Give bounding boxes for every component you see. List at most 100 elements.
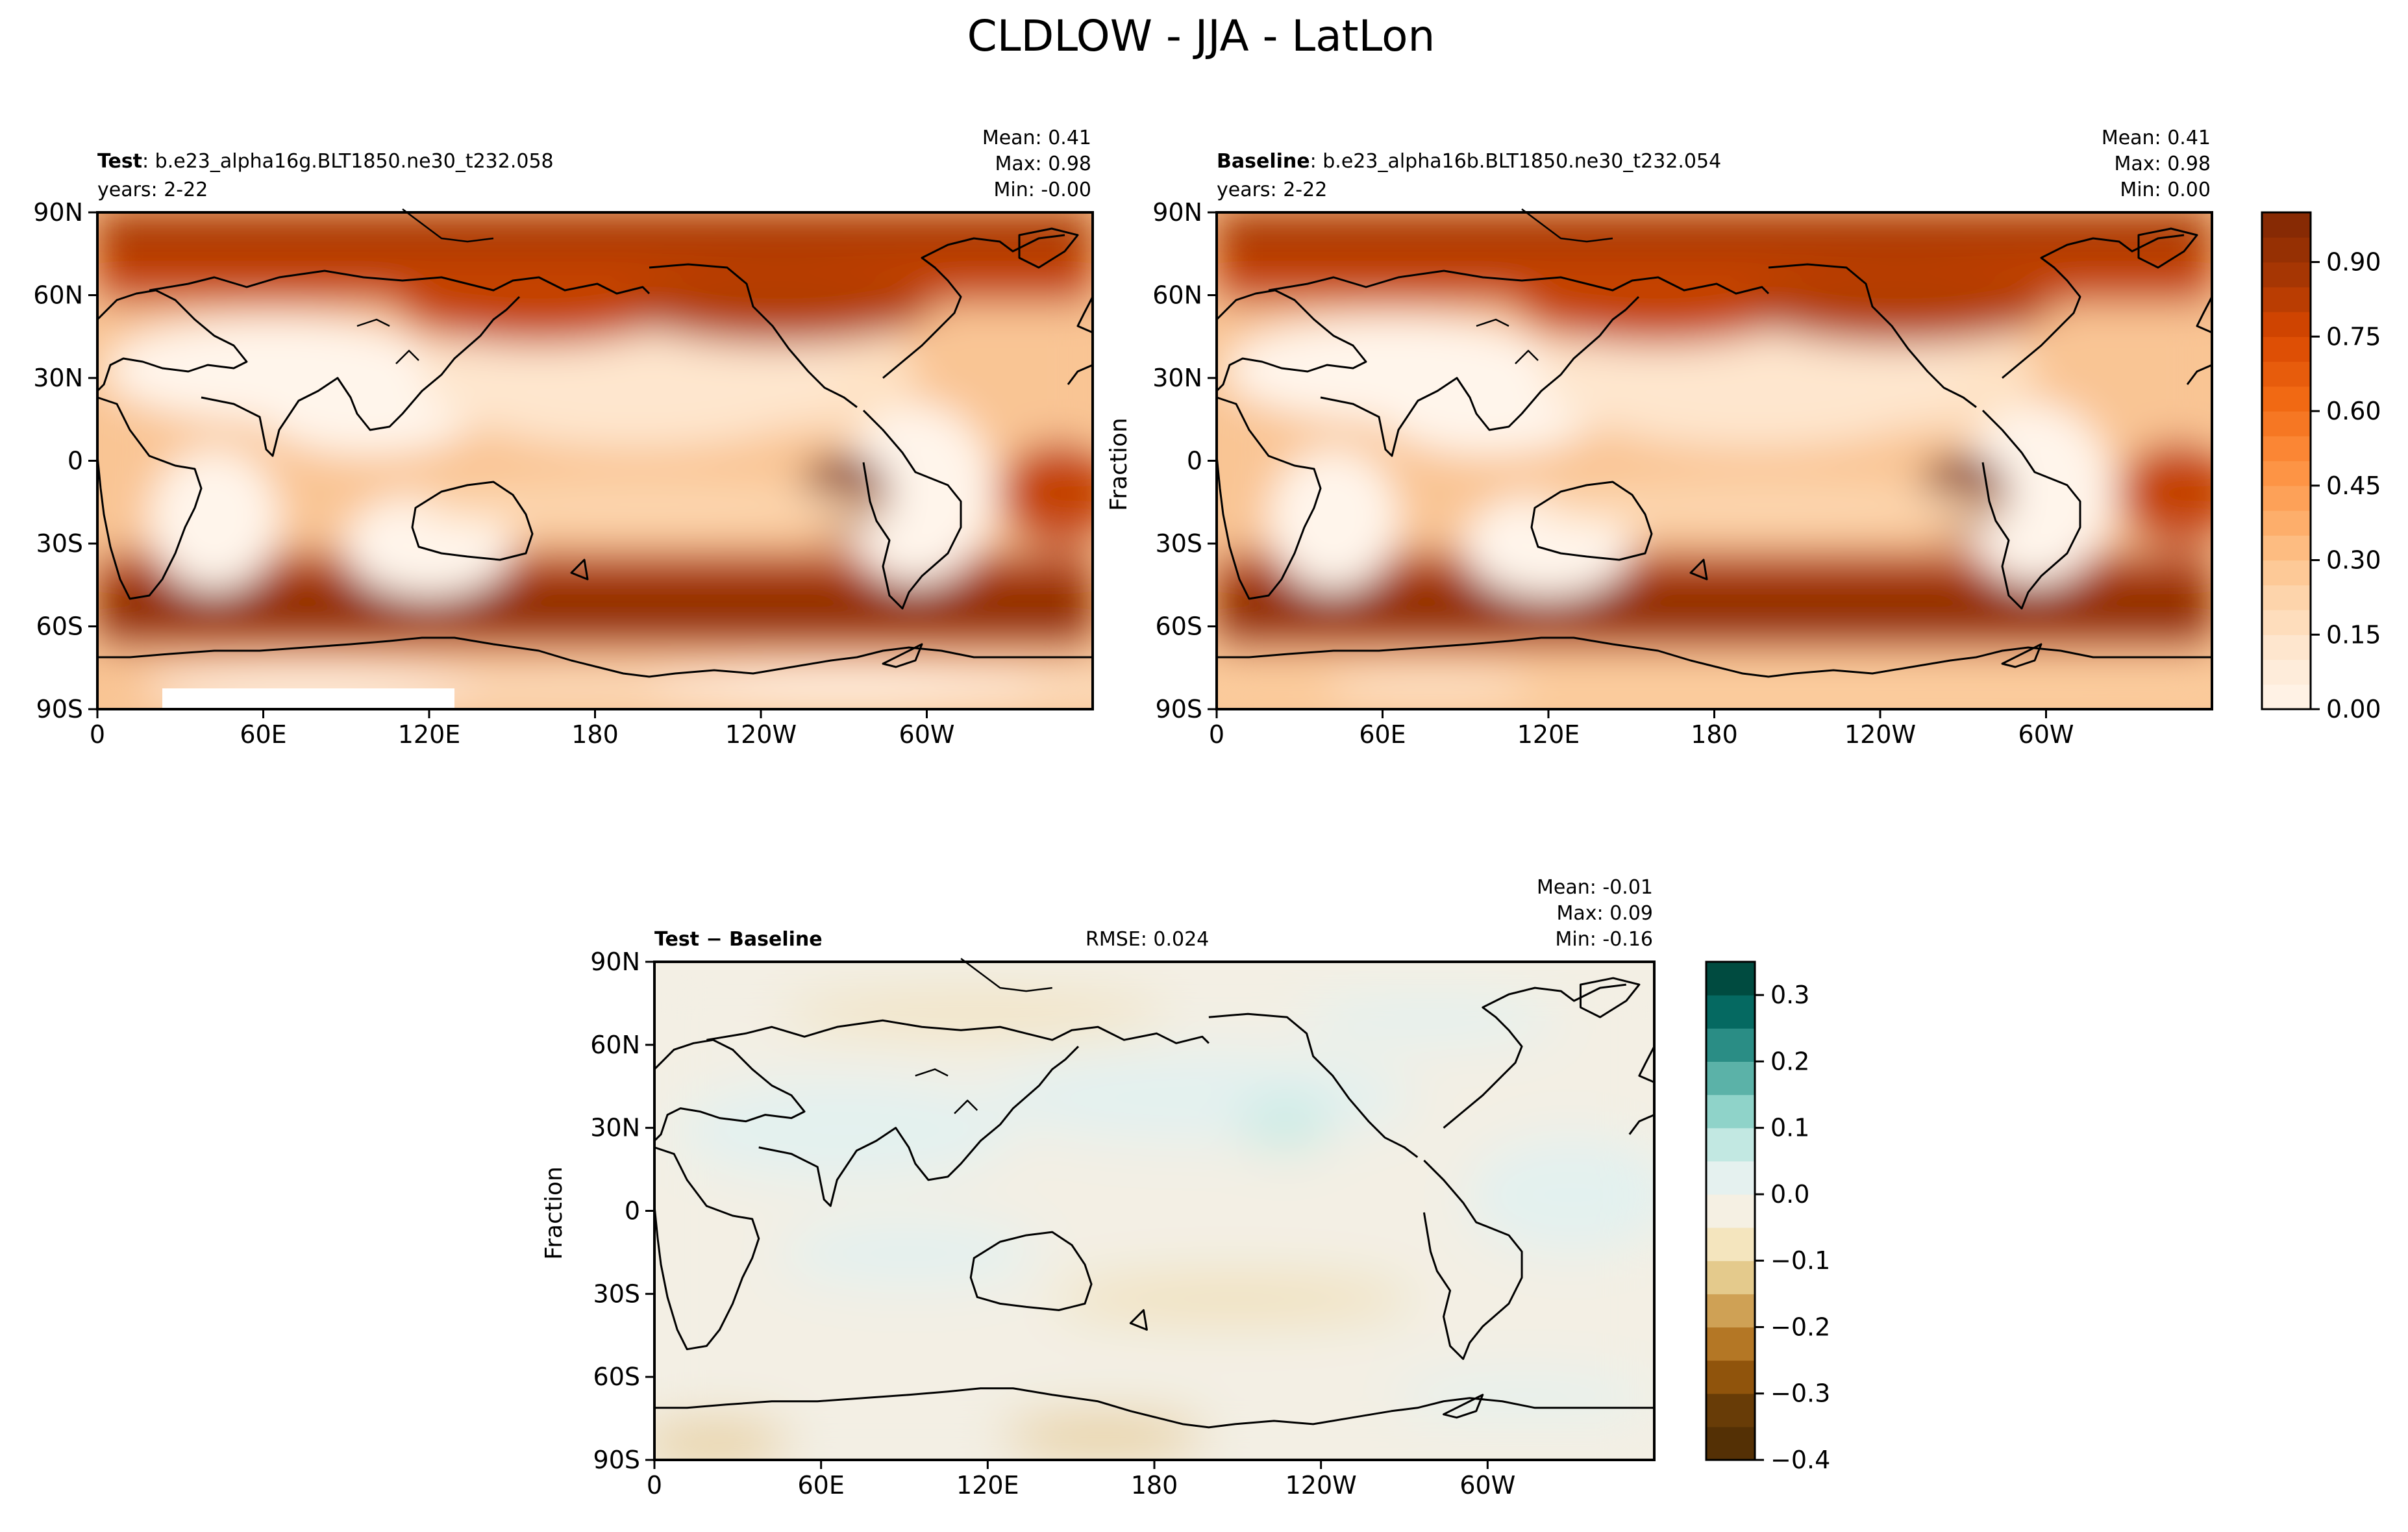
colorbar-fraction-band	[2262, 584, 2311, 610]
test-xtick-label: 180	[571, 720, 619, 749]
colorbar-fraction-band	[2262, 386, 2311, 412]
diff-ytick-label: 60S	[593, 1362, 640, 1391]
diff-coastlines	[653, 957, 1656, 1429]
test-xtick-label: 60W	[899, 720, 955, 749]
diff-xtick-label: 120W	[1285, 1471, 1357, 1500]
baseline-xaxis: 0 60E 120E 180 120W 60W	[1209, 709, 2074, 749]
baseline-ytick-label: 0	[1187, 447, 1202, 475]
colorbar-diff-band	[1706, 1294, 1755, 1328]
colorbar-fraction-band	[2262, 535, 2311, 561]
colorbar-diff-bands	[1706, 962, 1755, 1461]
diff-ytick-label: 60N	[590, 1031, 640, 1059]
colorbar-fraction-tick-label: 0.00	[2326, 695, 2381, 723]
colorbar-fraction-band	[2262, 460, 2311, 486]
test-ytick-label: 0	[68, 447, 83, 475]
baseline-panel: Mean: 0.41 Max: 0.98 Min: 0.00 Baseline:…	[1106, 127, 2213, 749]
baseline-stat-max: Max: 0.98	[2115, 153, 2211, 175]
diff-ytick-label: 30S	[593, 1279, 640, 1308]
test-xtick-label: 120W	[725, 720, 797, 749]
colorbar-diff-band	[1706, 1227, 1755, 1261]
colorbar-fraction-band	[2262, 436, 2311, 462]
colorbar-fraction: 0.00 0.15 0.30 0.45 0.60 0.75 0.90	[2261, 211, 2381, 723]
colorbar-fraction-band	[2262, 684, 2311, 710]
diff-ylabel: Fraction	[541, 1166, 567, 1260]
baseline-xtick-label: 180	[1691, 720, 1738, 749]
colorbar-fraction-band	[2262, 411, 2311, 436]
baseline-stat-min: Min: 0.00	[2120, 179, 2211, 201]
diff-xtick-label: 120E	[956, 1471, 1019, 1500]
test-ytick-label: 60N	[33, 281, 83, 310]
test-stat-max: Max: 0.98	[995, 153, 1091, 175]
colorbar-fraction-band	[2262, 212, 2311, 238]
colorbar-diff-tick-label: −0.3	[1770, 1379, 1830, 1408]
colorbar-fraction-bands	[2262, 212, 2311, 710]
baseline-xtick-label: 120W	[1844, 720, 1916, 749]
test-panel-label: Test: b.e23_alpha16g.BLT1850.ne30_t232.0…	[97, 150, 554, 173]
diff-stat-mean: Mean: -0.01	[1537, 876, 1653, 899]
diff-panel-label: Test − Baseline	[654, 928, 823, 951]
test-label-bold: Test	[97, 150, 142, 173]
colorbar-diff-band	[1706, 1127, 1755, 1162]
baseline-xtick-label: 60W	[2018, 720, 2074, 749]
colorbar-fraction-band	[2262, 262, 2311, 288]
diff-yaxis: 90N 60N 30N 0 30S 60S 90S	[590, 948, 654, 1474]
diff-ytick-label: 30N	[590, 1114, 640, 1142]
colorbar-fraction-band	[2262, 560, 2311, 586]
colorbar-fraction-tick-label: 0.60	[2326, 397, 2381, 425]
test-label-case: : b.e23_alpha16g.BLT1850.ne30_t232.058	[142, 150, 554, 173]
colorbar-diff-band	[1706, 1327, 1755, 1361]
baseline-panel-label: Baseline: b.e23_alpha16b.BLT1850.ne30_t2…	[1217, 150, 1721, 173]
colorbar-fraction-band	[2262, 610, 2311, 635]
test-ytick-label: 90N	[33, 198, 83, 227]
test-ytick-label: 30S	[36, 529, 83, 558]
colorbar-fraction-frame	[2261, 211, 2312, 710]
baseline-label-case: : b.e23_alpha16b.BLT1850.ne30_t232.054	[1310, 150, 1722, 173]
baseline-ytick-label: 30S	[1156, 529, 1202, 558]
colorbar-diff-tick-label: −0.2	[1770, 1312, 1830, 1341]
test-map-field	[97, 212, 1093, 709]
baseline-stat-mean: Mean: 0.41	[2102, 127, 2211, 149]
baseline-yaxis: 90N 60N 30N 0 30S 60S 90S	[1152, 198, 1217, 723]
colorbar-fraction-tick-label: 0.30	[2326, 546, 2381, 575]
colorbar-fraction-tick-label: 0.45	[2326, 471, 2381, 500]
diff-ytick-label: 90S	[593, 1446, 640, 1474]
colorbar-diff-band	[1706, 1426, 1755, 1461]
colorbar-diff-band	[1706, 1194, 1755, 1228]
colorbar-diff-band	[1706, 1161, 1755, 1195]
colorbar-fraction-tick-label: 0.75	[2326, 322, 2381, 351]
colorbar-diff-tick-label: −0.1	[1770, 1246, 1830, 1275]
test-stat-mean: Mean: 0.41	[982, 127, 1091, 149]
test-panel: Mean: 0.41 Max: 0.98 Min: -0.00 Test: b.…	[33, 127, 1094, 749]
test-ytick-label: 90S	[36, 695, 83, 723]
test-years: years: 2-22	[97, 179, 208, 201]
colorbar-diff-band	[1706, 1061, 1755, 1096]
baseline-ytick-label: 30N	[1152, 364, 1202, 392]
diff-xaxis: 0 60E 120E 180 120W 60W	[647, 1460, 1515, 1500]
colorbar-diff-band	[1706, 1393, 1755, 1427]
colorbar-fraction-tick-label: 0.15	[2326, 620, 2381, 649]
colorbar-fraction-band	[2262, 336, 2311, 362]
colorbar-fraction-band	[2262, 634, 2311, 660]
test-yaxis: 90N 60N 30N 0 30S 60S 90S	[33, 198, 97, 723]
colorbar-diff-frame	[1705, 961, 1756, 1461]
colorbar-diff-tick-label: 0.1	[1770, 1114, 1809, 1142]
baseline-xtick-label: 60E	[1359, 720, 1406, 749]
colorbar-fraction-band	[2262, 361, 2311, 387]
test-stat-min: Min: -0.00	[994, 179, 1092, 201]
diff-xtick-label: 0	[647, 1471, 662, 1500]
colorbar-diff-band	[1706, 995, 1755, 1029]
diff-xtick-label: 60E	[797, 1471, 844, 1500]
diff-stat-min: Min: -0.16	[1556, 928, 1654, 951]
colorbar-fraction-band	[2262, 312, 2311, 337]
test-xtick-label: 120E	[398, 720, 461, 749]
baseline-ytick-label: 90N	[1152, 198, 1202, 227]
baseline-ytick-label: 60S	[1156, 612, 1202, 641]
colorbar-diff-band	[1706, 1028, 1755, 1062]
colorbar-diff-band	[1706, 1261, 1755, 1294]
test-ytick-label: 30N	[33, 364, 83, 392]
baseline-map-field	[1217, 212, 2212, 709]
baseline-years: years: 2-22	[1217, 179, 1327, 201]
baseline-ylabel: Fraction	[1106, 418, 1132, 511]
colorbar-fraction-band	[2262, 237, 2311, 263]
